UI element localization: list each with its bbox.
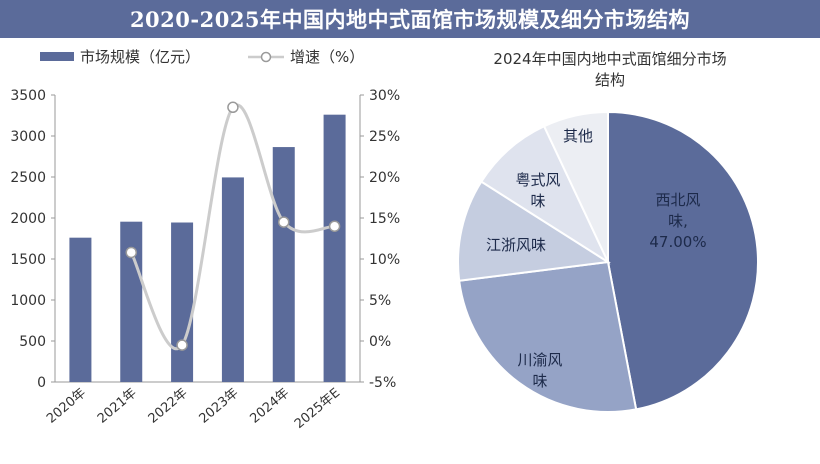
legend-line-label: 增速（%） — [290, 48, 364, 66]
growth-point — [176, 339, 188, 351]
right-y-tick-label: 15% — [369, 211, 400, 227]
right-y-tick-label: 0% — [369, 334, 391, 350]
pie-slice — [458, 260, 638, 413]
x-tick-label: 2024年 — [247, 386, 292, 427]
legend-bar-swatch — [40, 52, 74, 61]
left-y-tick-label: 3500 — [10, 88, 46, 104]
x-tick-label: 2022年 — [146, 386, 191, 427]
pie-slice-label: 粤式风味 — [515, 171, 560, 210]
pie-title-line-2: 结构 — [595, 71, 625, 89]
bar-line-chart: 0 500 1000 1500 2000 2500 3000 3500 -5% 0% 5% 10% 15… — [10, 48, 400, 432]
growth-point — [278, 216, 290, 228]
pie-slice-label: 川渝风味 — [517, 351, 562, 390]
bar — [323, 114, 346, 383]
bar — [272, 147, 295, 382]
pie-slice — [457, 180, 611, 282]
left-y-tick-label: 1500 — [10, 252, 46, 268]
growth-point — [125, 246, 137, 259]
left-y-tick-label: 2000 — [10, 211, 46, 227]
x-tick-label: 2020年 — [44, 386, 89, 427]
bar — [171, 222, 194, 382]
legend-bar-label: 市场规模（亿元） — [80, 48, 200, 66]
legend-line-marker — [260, 51, 272, 63]
left-y-tick-label: 1000 — [10, 293, 46, 309]
pie-slice — [479, 124, 611, 265]
right-y-tick-label: 10% — [369, 252, 400, 268]
left-y-tick-label: 0 — [37, 375, 46, 391]
chart-title: 2020-2025年中国内地中式面馆市场规模及细分市场结构 — [129, 7, 691, 32]
charts-svg: 0 500 1000 1500 2000 2500 3000 3500 -5% 0% 5% 10% 15… — [10, 48, 759, 432]
x-tick-label: 2023年 — [197, 386, 242, 427]
left-y-tick-label: 500 — [19, 334, 46, 350]
charts-area: 0 500 1000 1500 2000 2500 3000 3500 -5% 0% 5% 10% 15… — [0, 38, 820, 460]
right-y-tick-label: 20% — [369, 170, 400, 186]
left-y-tick-label: 2500 — [10, 170, 46, 186]
pie-slice — [542, 110, 609, 263]
bar — [120, 221, 143, 382]
growth-point — [328, 220, 341, 232]
pie-slice-label: 西北风味, — [655, 191, 700, 230]
x-tick-label: 2021年 — [95, 386, 140, 427]
pie-slice — [607, 110, 759, 411]
growth-point — [227, 101, 239, 114]
right-y-tick-label: 30% — [369, 88, 400, 104]
bar — [69, 237, 92, 382]
right-y-tick-label: -5% — [369, 375, 396, 391]
bar — [221, 177, 244, 382]
title-banner: 2020-2025年中国内地中式面馆市场规模及细分市场结构 — [0, 0, 820, 38]
right-y-tick-label: 5% — [369, 293, 391, 309]
pie-slice-value-label: 47.00% — [649, 233, 706, 251]
right-y-tick-label: 25% — [369, 129, 400, 145]
pie-title-line-1: 2024年中国内地中式面馆细分市场 — [493, 50, 726, 68]
x-tick-label: 2025年E — [292, 386, 343, 432]
left-y-tick-label: 3000 — [10, 129, 46, 145]
pie-slice-label: 江浙风味 — [486, 236, 546, 254]
pie-slice-label: 其他 — [563, 127, 593, 145]
